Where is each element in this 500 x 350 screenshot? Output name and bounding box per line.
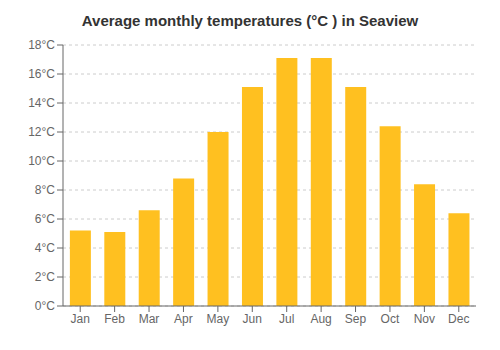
svg-text:Jul: Jul — [279, 312, 294, 326]
svg-text:May: May — [207, 312, 230, 326]
svg-text:Jun: Jun — [243, 312, 262, 326]
svg-text:Nov: Nov — [414, 312, 435, 326]
svg-text:0°C: 0°C — [35, 299, 55, 313]
svg-text:Apr: Apr — [174, 312, 193, 326]
svg-text:Aug: Aug — [310, 312, 331, 326]
svg-text:8°C: 8°C — [35, 183, 55, 197]
html-text:Average monthly temperatures (: Average monthly temperatures (°C ) in Se… — [81, 12, 419, 29]
svg-text:Jan: Jan — [71, 312, 90, 326]
svg-text:14°C: 14°C — [28, 96, 55, 110]
svg-text:4°C: 4°C — [35, 241, 55, 255]
svg-text:Sep: Sep — [345, 312, 367, 326]
svg-text:6°C: 6°C — [35, 212, 55, 226]
svg-text:10°C: 10°C — [28, 154, 55, 168]
svg-text:2°C: 2°C — [35, 270, 55, 284]
svg-text:18°C: 18°C — [28, 38, 55, 52]
svg-text:16°C: 16°C — [28, 67, 55, 81]
svg-text:Feb: Feb — [104, 312, 125, 326]
svg-text:Dec: Dec — [448, 312, 469, 326]
svg-text:Oct: Oct — [381, 312, 400, 326]
svg-text:Mar: Mar — [139, 312, 160, 326]
svg-text:12°C: 12°C — [28, 125, 55, 139]
